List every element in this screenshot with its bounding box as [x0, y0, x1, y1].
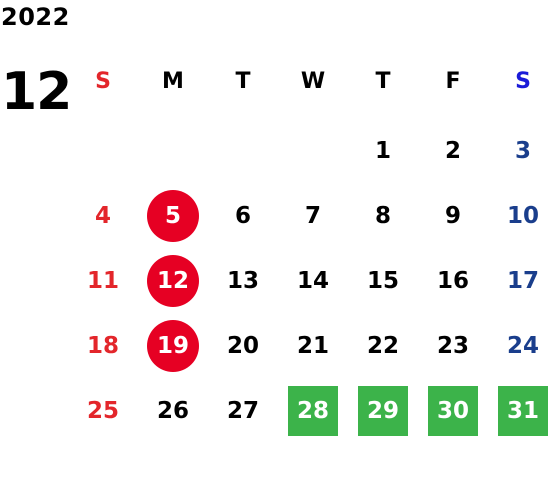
- day-cell: 14: [278, 253, 348, 309]
- day-cell: 18: [68, 318, 138, 374]
- day-cell: 8: [348, 188, 418, 244]
- day-number: 26: [156, 398, 189, 424]
- month-label: 12: [1, 62, 72, 122]
- day-cell: 4: [68, 188, 138, 244]
- day-cell: 5: [138, 188, 208, 244]
- day-number: 23: [436, 333, 469, 359]
- weekday-header-row: S M T W T F S: [68, 53, 548, 109]
- day-number-boxed: 31: [498, 386, 548, 436]
- day-cell: 29: [348, 383, 418, 439]
- day-number: 6: [234, 203, 251, 229]
- day-number: 2: [444, 138, 461, 164]
- empty-day-cell: [278, 123, 348, 179]
- day-cell: 23: [418, 318, 488, 374]
- day-number: 3: [514, 138, 531, 164]
- day-cell: 20: [208, 318, 278, 374]
- day-number: 21: [296, 333, 329, 359]
- week-row: 18 19 20 21 22 23 24: [68, 318, 548, 374]
- day-number: 7: [304, 203, 321, 229]
- weekday-header-sun: S: [95, 68, 111, 94]
- day-number: 15: [366, 268, 399, 294]
- day-cell: 30: [418, 383, 488, 439]
- week-row: 4 5 6 7 8 9 10: [68, 188, 548, 244]
- day-number: 10: [506, 203, 539, 229]
- day-cell: 26: [138, 383, 208, 439]
- day-number-circled: 19: [147, 320, 199, 372]
- day-cell: 21: [278, 318, 348, 374]
- week-row: 1 2 3: [68, 123, 548, 179]
- day-number: 27: [226, 398, 259, 424]
- empty-day-cell: [208, 123, 278, 179]
- day-cell: 17: [488, 253, 548, 309]
- day-number-boxed: 28: [288, 386, 338, 436]
- day-number: 13: [226, 268, 259, 294]
- empty-day-cell: [68, 123, 138, 179]
- day-cell: 3: [488, 123, 548, 179]
- day-number-circled: 12: [147, 255, 199, 307]
- day-number: 22: [366, 333, 399, 359]
- day-cell: 24: [488, 318, 548, 374]
- day-number: 17: [506, 268, 539, 294]
- day-cell: 22: [348, 318, 418, 374]
- day-cell: 9: [418, 188, 488, 244]
- week-row: 25 26 27 28 29 30 31: [68, 383, 548, 439]
- week-row: 11 12 13 14 15 16 17: [68, 253, 548, 309]
- day-cell: 11: [68, 253, 138, 309]
- day-number: 9: [444, 203, 461, 229]
- day-number: 20: [226, 333, 259, 359]
- weekday-header-fri: F: [445, 68, 461, 94]
- day-number: 25: [86, 398, 119, 424]
- day-number: 8: [374, 203, 391, 229]
- day-cell: 13: [208, 253, 278, 309]
- day-cell: 15: [348, 253, 418, 309]
- day-number: 18: [86, 333, 119, 359]
- day-number: 14: [296, 268, 329, 294]
- day-cell: 2: [418, 123, 488, 179]
- day-cell: 25: [68, 383, 138, 439]
- weekday-header-sat: S: [515, 68, 531, 94]
- day-number: 1: [374, 138, 391, 164]
- day-cell: 1: [348, 123, 418, 179]
- weekday-header-tue: T: [235, 68, 251, 94]
- day-number-circled: 5: [147, 190, 199, 242]
- day-number: 16: [436, 268, 469, 294]
- day-cell: 16: [418, 253, 488, 309]
- day-cell: 7: [278, 188, 348, 244]
- day-cell: 27: [208, 383, 278, 439]
- weekday-header-mon: M: [162, 68, 184, 94]
- weekday-header-wed: W: [300, 68, 326, 94]
- day-cell: 19: [138, 318, 208, 374]
- day-cell: 10: [488, 188, 548, 244]
- day-number-boxed: 29: [358, 386, 408, 436]
- weekday-header-thu: T: [375, 68, 391, 94]
- day-number: 11: [86, 268, 119, 294]
- day-cell: 28: [278, 383, 348, 439]
- day-cell: 31: [488, 383, 548, 439]
- day-number-boxed: 30: [428, 386, 478, 436]
- day-cell: 12: [138, 253, 208, 309]
- year-label: 2022: [1, 3, 70, 31]
- day-number: 24: [506, 333, 539, 359]
- day-cell: 6: [208, 188, 278, 244]
- empty-day-cell: [138, 123, 208, 179]
- day-number: 4: [94, 203, 111, 229]
